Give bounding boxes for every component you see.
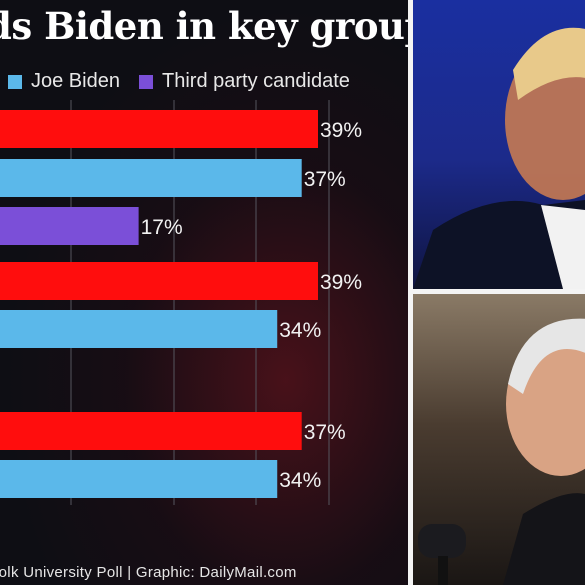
chart-title: ds Biden in key groups — [0, 4, 408, 48]
source-footer: ffolk University Poll | Graphic: DailyMa… — [0, 564, 297, 581]
bar-label-3: 39% — [320, 271, 362, 294]
bar-label-5: 37% — [304, 421, 346, 444]
bar-0 — [0, 110, 318, 148]
legend-item-biden: Joe Biden — [8, 70, 120, 93]
trump-photo-illustration — [413, 27, 585, 289]
bar-2 — [0, 207, 139, 245]
legend-label-third-party: Third party candidate — [162, 70, 350, 92]
biden-photo — [413, 294, 585, 585]
bar-chart: 39% 37% 17% 39% 34% 37% 34% — [0, 100, 362, 505]
legend-label-biden: Joe Biden — [31, 70, 120, 92]
bar-label-4: 34% — [279, 319, 321, 342]
legend-swatch-biden — [8, 74, 22, 89]
bar-label-2: 17% — [141, 216, 183, 239]
chart-panel: ds Biden in key groups Joe Biden Third p… — [0, 0, 408, 585]
bar-4 — [0, 310, 278, 348]
biden-photo-illustration — [418, 318, 585, 585]
bar-3 — [0, 262, 318, 300]
legend-swatch-third-party — [139, 74, 153, 89]
bar-1 — [0, 159, 302, 197]
bar-label-0: 39% — [320, 119, 362, 142]
bar-6 — [0, 460, 278, 498]
bar-label-6: 34% — [279, 469, 321, 492]
bar-label-1: 37% — [304, 168, 346, 191]
legend-item-third-party: Third party candidate — [139, 70, 350, 93]
panel-divider-horizontal — [408, 289, 585, 294]
trump-photo — [413, 0, 585, 289]
bar-5 — [0, 412, 302, 450]
